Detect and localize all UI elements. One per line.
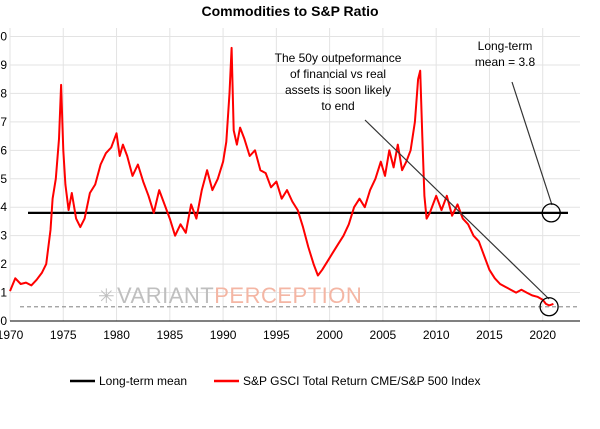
watermark-part2: PERCEPTION [214,283,362,308]
y-tick-label: 5 [0,172,7,186]
y-tick-label: 3 [0,229,7,243]
y-tick-label: 6 [0,143,7,157]
y-tick-label: 0 [0,314,7,328]
x-axis-ticks: 1970 1975 1980 1985 1990 1995 2000 2005 2010 2015… [0,328,556,342]
y-tick-label: 4 [0,200,7,214]
x-tick-label: 2015 [476,328,503,342]
highlight-circle-mean [541,203,561,223]
legend-label-mean: Long-term mean [99,374,187,388]
highlight-circle-latest [539,297,559,317]
annotation-line: to end [321,99,354,113]
chart-title: Commodities to S&P Ratio [201,3,378,19]
y-axis-ticks: 0 1 2 3 4 5 6 7 8 9 10 [0,30,7,328]
x-tick-label: 2000 [316,328,343,342]
watermark-text: VARIANTPERCEPTION [117,283,362,308]
series-line-commodities-sp-ratio [9,46,554,307]
x-tick-label: 1985 [156,328,183,342]
y-tick-label: 8 [0,86,7,100]
x-tick-label: 2020 [529,328,556,342]
annotation-line: assets is soon likely [285,83,391,97]
x-tick-label: 2005 [370,328,397,342]
annotation-arrow-outperformance [364,119,550,300]
y-tick-label: 10 [0,30,7,44]
y-tick-label: 2 [0,257,7,271]
annotation-line: mean = 3.8 [475,55,536,69]
watermark-part1: VARIANT [117,283,214,308]
y-tick-label: 9 [0,58,7,72]
watermark-icon: ✳ [98,286,115,308]
x-tick-label: 1975 [50,328,77,342]
watermark: ✳ VARIANTPERCEPTION [98,283,362,308]
x-tick-label: 1990 [210,328,237,342]
y-tick-label: 1 [0,286,7,300]
x-tick-label: 2010 [423,328,450,342]
x-tick-label: 1980 [103,328,130,342]
grid [9,28,580,322]
x-tick-label: 1970 [0,328,24,342]
y-tick-label: 7 [0,115,7,129]
annotation-line: of financial vs real [290,67,386,81]
annotation-long-term-mean: Long-term mean = 3.8 [475,39,536,69]
annotation-arrow-mean [511,81,553,206]
legend: Long-term mean S&P GSCI Total Return CME… [70,374,480,388]
legend-label-series: S&P GSCI Total Return CME/S&P 500 Index [243,374,480,388]
annotation-line: The 50y outpeformance [275,51,402,65]
annotation-line: Long-term [478,39,533,53]
annotation-outperformance: The 50y outpeformance of financial vs re… [275,51,402,113]
x-tick-label: 1995 [263,328,290,342]
